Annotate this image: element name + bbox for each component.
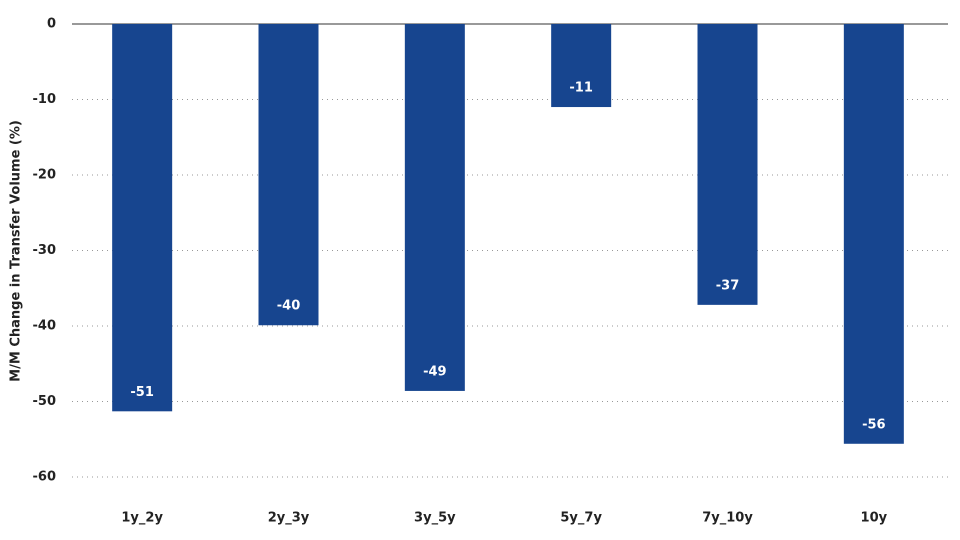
data-label: -56 [862, 417, 886, 432]
x-tick-label: 7y_10y [702, 511, 753, 526]
bar [258, 24, 319, 326]
data-label: -51 [130, 385, 154, 400]
data-label: -11 [569, 81, 593, 96]
x-tick-label: 2y_3y [268, 511, 310, 526]
y-axis-title: M/M Change in Transfer Volume (%) [9, 120, 24, 382]
x-tick-label: 5y_7y [560, 511, 602, 526]
bar [843, 24, 904, 444]
data-label: -37 [716, 278, 740, 293]
y-tick-label: -60 [33, 470, 57, 485]
y-tick-label: -20 [33, 168, 57, 183]
y-tick-label: -30 [33, 243, 57, 258]
bar [697, 24, 758, 305]
data-label: -49 [423, 364, 447, 379]
y-tick-label: -40 [33, 319, 57, 334]
y-tick-label: 0 [47, 17, 56, 32]
x-tick-label: 10y [861, 511, 888, 526]
bar [551, 24, 612, 108]
bar [112, 24, 173, 412]
y-tick-label: -10 [33, 92, 57, 107]
data-label: -40 [277, 299, 301, 314]
x-tick-label: 3y_5y [414, 511, 456, 526]
x-tick-label: 1y_2y [121, 511, 163, 526]
bar [404, 24, 465, 391]
y-tick-label: -50 [33, 394, 57, 409]
